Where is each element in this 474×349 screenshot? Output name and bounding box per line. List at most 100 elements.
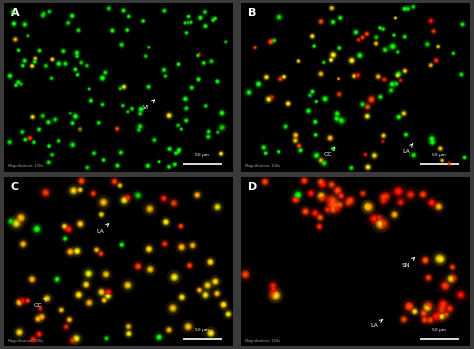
Point [410, 152, 418, 158]
Point [352, 29, 360, 35]
Point [307, 191, 315, 196]
Point [364, 204, 372, 210]
Point [275, 14, 283, 20]
Point [311, 119, 319, 125]
Point [329, 146, 337, 151]
Point [432, 58, 440, 63]
Point [270, 287, 277, 292]
Point [137, 106, 145, 112]
Point [16, 300, 23, 305]
Point [95, 120, 102, 126]
Point [120, 198, 128, 203]
Point [311, 119, 319, 125]
Point [263, 74, 270, 80]
Point [311, 210, 319, 216]
Point [51, 117, 59, 122]
Point [35, 332, 43, 337]
Point [120, 8, 128, 13]
Point [275, 149, 283, 155]
Point [128, 106, 136, 111]
Point [394, 73, 401, 78]
Point [424, 305, 431, 310]
Point [362, 152, 369, 157]
Point [262, 150, 269, 156]
Point [207, 259, 214, 265]
Point [85, 86, 93, 92]
Point [372, 41, 380, 46]
Point [12, 82, 20, 88]
Point [18, 81, 25, 87]
Point [171, 274, 178, 280]
Point [46, 9, 53, 14]
Point [218, 110, 226, 116]
Point [174, 149, 182, 155]
Point [160, 67, 168, 73]
Point [337, 193, 345, 199]
Point [118, 242, 126, 247]
Point [74, 72, 82, 77]
Point [116, 183, 124, 188]
Point [334, 188, 341, 193]
Point [66, 111, 74, 116]
Point [336, 91, 343, 97]
Point [195, 52, 203, 57]
Point [430, 28, 438, 34]
Point [428, 136, 436, 142]
Point [83, 165, 91, 170]
Point [201, 9, 209, 15]
Point [87, 98, 95, 103]
Point [204, 134, 212, 140]
Point [137, 106, 145, 112]
Point [377, 221, 384, 227]
Point [329, 19, 337, 25]
Point [145, 84, 152, 90]
Point [109, 28, 116, 34]
Point [356, 53, 364, 58]
Point [124, 109, 132, 114]
Point [211, 16, 219, 21]
Point [381, 77, 388, 82]
Point [201, 23, 209, 29]
Point [120, 84, 128, 90]
Point [134, 263, 142, 269]
Point [29, 337, 37, 342]
Point [104, 289, 112, 295]
Point [7, 218, 15, 224]
Point [284, 101, 292, 106]
Point [103, 335, 110, 341]
Point [265, 96, 273, 102]
Point [437, 146, 444, 151]
Point [138, 106, 146, 111]
Point [434, 44, 442, 50]
Point [18, 81, 25, 87]
Point [345, 200, 352, 206]
Point [62, 61, 69, 67]
Point [75, 292, 82, 298]
Point [335, 76, 342, 82]
Point [207, 331, 215, 336]
Point [438, 158, 446, 163]
Point [309, 34, 316, 39]
Point [134, 193, 142, 198]
Point [165, 327, 173, 333]
Point [446, 306, 454, 311]
Point [284, 101, 292, 106]
Point [400, 111, 408, 116]
Point [90, 150, 98, 156]
Point [74, 28, 82, 33]
Point [61, 223, 68, 229]
Point [337, 193, 345, 199]
Point [362, 152, 369, 157]
Point [436, 313, 443, 318]
Point [457, 72, 465, 77]
Point [318, 195, 326, 201]
Point [362, 152, 369, 157]
Point [430, 28, 438, 34]
Point [70, 188, 77, 193]
Point [205, 129, 212, 134]
Point [400, 317, 408, 322]
Point [12, 221, 20, 226]
Point [392, 15, 399, 21]
Point [427, 62, 435, 68]
Point [439, 301, 447, 307]
